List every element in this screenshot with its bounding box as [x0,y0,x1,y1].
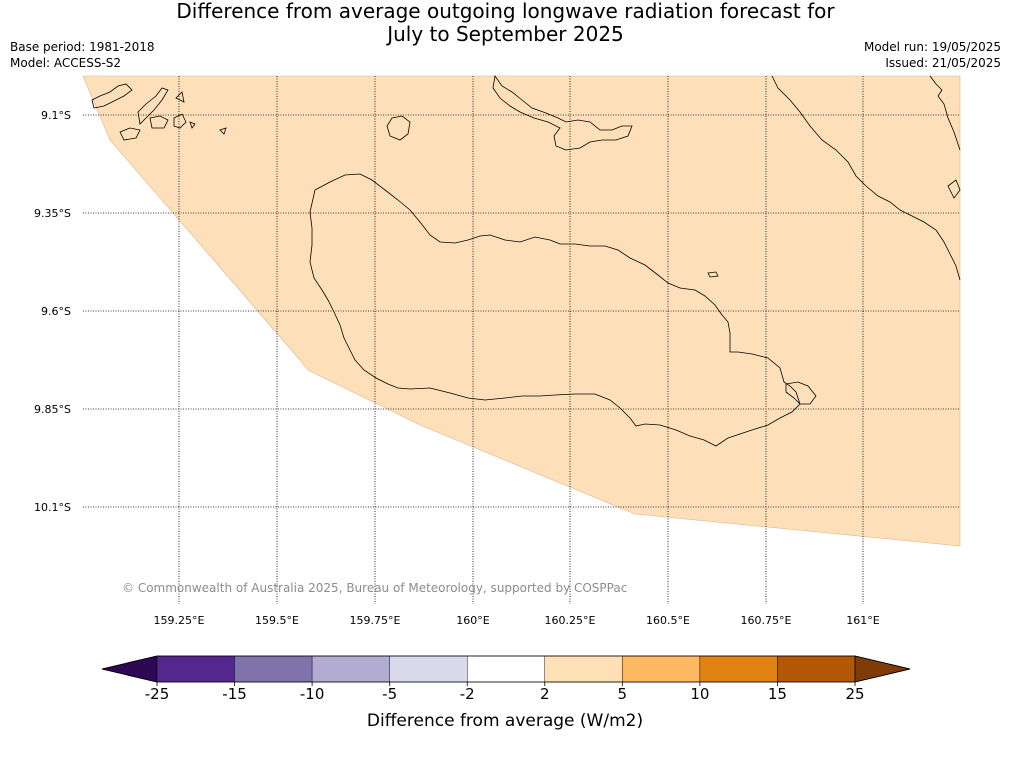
colorbar-segment [156,655,235,683]
main-island-coastline [309,173,801,447]
title-line-1: Difference from average outgoing longwav… [176,0,835,23]
longitude-label: 159.25°E [154,614,205,627]
latitude-label: 9.6°S [41,305,71,318]
colorbar: -25 -15 -10 -5 -2 2 5 10 15 25 [101,655,911,703]
model-run: Model run: 19/05/2025 [863,40,1001,54]
model-name: Model: ACCESS-S2 [10,56,122,70]
title-line-2: July to September 2025 [387,22,624,46]
longitude-label: 160.25°E [545,614,596,627]
colorbar-tick-label: -15 [222,685,247,703]
meta-right: Model run: 19/05/2025 Issued: 21/05/2025 [864,39,1001,71]
chart-title: Difference from average outgoing longwav… [0,0,1011,46]
meta-left: Base period: 1981-2018 Model: ACCESS-S2 [10,39,155,71]
colorbar-segment [311,655,390,683]
longitude-label: 159.75°E [350,614,401,627]
colorbar-title: Difference from average (W/m2) [367,711,643,731]
longitude-label: 160.75°E [741,614,792,627]
islet-coastline [785,381,817,405]
latitude-label: 10.1°S [34,501,71,514]
longitude-label: 160°E [456,614,489,627]
east-island-coastline [947,179,961,199]
west-islands-coastline [91,83,133,109]
base-period: Base period: 1981-2018 [10,40,155,54]
west-islands-coastline [175,91,185,103]
west-islands-coastline [119,127,141,141]
colorbar-tick-label: -2 [460,685,475,703]
colorbar-segment [777,655,856,683]
colorbar-tick-label: 15 [768,685,787,703]
east-island-coastline [771,75,961,281]
colorbar-tick-label: 5 [618,685,628,703]
east-island-coastline [929,75,961,151]
colorbar-tick-label: -10 [300,685,325,703]
latitude-label: 9.85°S [34,403,71,416]
latitude-label: 9.35°S [34,207,71,220]
colorbar-segment [622,655,701,683]
islet-coastline [386,115,411,141]
longitude-labels: 159.25°E 159.5°E 159.75°E 160°E 160.25°E 160.… [154,614,880,627]
issued-date: Issued: 21/05/2025 [885,56,1001,70]
longitude-label: 160.5°E [646,614,690,627]
colorbar-segment [467,655,545,683]
colorbar-tick-label: 10 [690,685,709,703]
colorbar-segment [234,655,313,683]
longitude-label: 161°E [846,614,879,627]
colorbar-tick-label: -5 [382,685,397,703]
colorbar-segment [699,655,778,683]
latitude-labels: 9.1°S 9.35°S 9.6°S 9.85°S 10.1°S [34,109,71,514]
north-islands-coastline [492,74,633,151]
latitude-label: 9.1°S [41,109,71,122]
copyright-notice: © Commonwealth of Australia 2025, Bureau… [122,581,627,595]
islet-coastline [707,271,719,278]
west-islands-coastline [219,127,227,135]
colorbar-extend-max [854,655,911,683]
colorbar-segment [389,655,468,683]
west-islands-coastline [149,115,169,129]
gridlines [83,76,960,604]
colorbar-segment [544,655,623,683]
colorbar-tick-label: 2 [540,685,550,703]
colorbar-extend-min [101,655,158,683]
colorbar-tick-label: 25 [845,685,864,703]
longitude-label: 159.5°E [255,614,299,627]
west-islands-coastline [137,87,169,125]
coastlines [91,74,961,447]
colorbar-tick-label: -25 [145,685,170,703]
west-islands-coastline [189,121,196,129]
